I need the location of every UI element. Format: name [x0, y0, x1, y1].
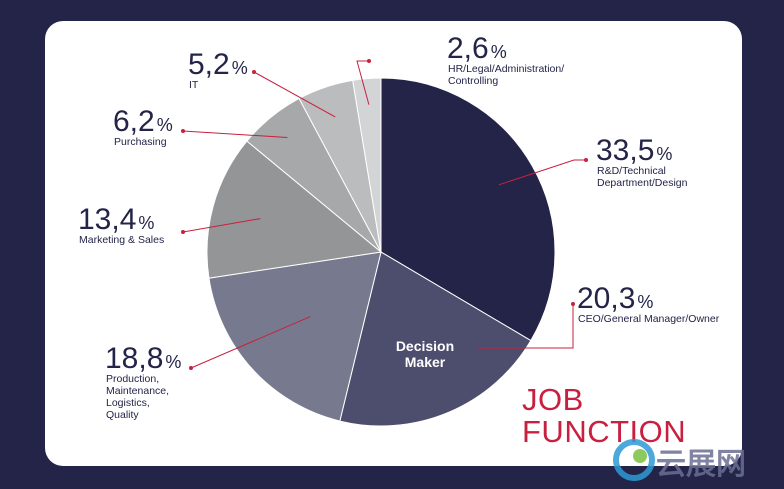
- slice-percent-label-0: 33,5%: [596, 134, 672, 167]
- slice-percent-label-4: 6,2%: [113, 105, 173, 138]
- slice-percent-value-4: 6,2: [113, 105, 155, 138]
- leader-dot-0: [584, 158, 588, 162]
- leader-line-5: [253, 71, 336, 118]
- slice-category-label-4-0: Purchasing: [114, 136, 167, 148]
- leader-dot-3: [181, 230, 185, 234]
- slice-percent-value-1: 20,3: [577, 282, 635, 315]
- pie-slice-2: [208, 251, 382, 422]
- slice-percent-sign-5: %: [232, 58, 248, 78]
- pie-slice-3: [206, 140, 383, 279]
- pie-slices: [206, 77, 556, 427]
- slice-category-label-5-0: IT: [189, 79, 199, 91]
- leader-dot-2: [189, 366, 193, 370]
- pie-slice-1: [339, 251, 532, 427]
- chart-title-line2: FUNCTION: [522, 414, 686, 449]
- slice-category-label-2-2: Logistics,: [106, 397, 150, 409]
- slice-labels: 33,5 %R&D/TechnicalDepartment/Design20,3%…: [78, 32, 720, 421]
- slice-percent-value-3: 13,4: [78, 203, 136, 236]
- slice-percent-sign-3: %: [138, 213, 154, 233]
- slice-percent-sign-4: %: [157, 115, 173, 135]
- watermark: 云展网: [613, 439, 746, 482]
- leader-line-4: [182, 130, 288, 138]
- leader-line-6: [356, 60, 370, 105]
- slice-category-label-2-3: Quality: [106, 409, 139, 421]
- slice-category-label-6-1: Controlling: [448, 75, 498, 87]
- slice-percent-label-3: 13,4%: [78, 203, 154, 236]
- watermark-text: 云展网: [656, 447, 746, 482]
- slice-percent-sign-1: %: [637, 292, 653, 312]
- chart-title-line1: JOB: [522, 382, 584, 417]
- slice-category-label-0-1: Department/Design: [597, 177, 688, 189]
- leader-line-3: [182, 218, 261, 233]
- leader-line-0: [498, 159, 586, 186]
- center-label-line1: Decision: [396, 338, 454, 354]
- pie-slice-0: [380, 77, 556, 342]
- slice-percent-sign-2: %: [165, 352, 181, 372]
- watermark-logo-icon: [613, 439, 655, 481]
- leader-dot-1: [571, 302, 575, 306]
- leader-dot-6: [367, 59, 371, 63]
- slice-percent-value-5: 5,2: [188, 48, 230, 81]
- slice-percent-value-2: 18,8: [105, 342, 163, 375]
- slice-category-label-0-0: R&D/Technical: [597, 165, 666, 177]
- center-label-line2: Maker: [405, 354, 446, 370]
- slice-percent-label-1: 20,3%: [577, 282, 653, 315]
- slice-percent-sign-6: %: [491, 42, 507, 62]
- pie-slice-6: [352, 77, 382, 253]
- slice-category-label-2-1: Maintenance,: [106, 385, 169, 397]
- slice-percent-label-2: 18,8%: [105, 342, 181, 375]
- slice-percent-value-6: 2,6: [447, 32, 489, 65]
- slice-category-label-3-0: Marketing & Sales: [79, 234, 164, 246]
- slice-category-label-1-0: CEO/General Manager/Owner: [578, 313, 720, 325]
- leader-dot-5: [252, 70, 256, 74]
- leader-line-1: [478, 304, 574, 349]
- slice-category-label-2-0: Production,: [106, 373, 159, 385]
- slice-percent-sign-0: %: [656, 144, 672, 164]
- watermark-logo-dot: [633, 449, 647, 463]
- slice-percent-label-5: 5,2%: [188, 48, 248, 81]
- leader-lines: [181, 59, 588, 370]
- slice-category-label-6-0: HR/Legal/Administration/: [448, 63, 564, 75]
- leader-line-2: [190, 316, 311, 369]
- slice-percent-value-0: 33,5: [596, 134, 654, 167]
- leader-dot-4: [181, 129, 185, 133]
- slice-percent-label-6: 2,6%: [447, 32, 507, 65]
